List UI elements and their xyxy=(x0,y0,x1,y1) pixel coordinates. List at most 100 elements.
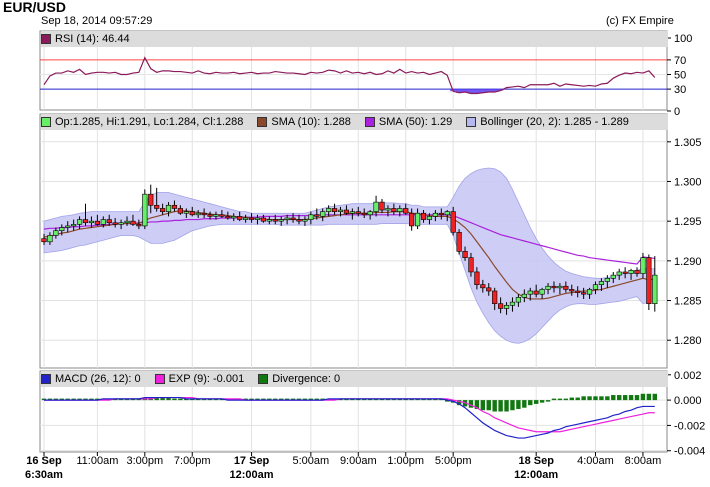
divergence-bar xyxy=(605,396,610,401)
price-panel xyxy=(41,167,658,344)
candle xyxy=(320,208,326,222)
chart-title: EUR/USD xyxy=(3,0,67,15)
candle xyxy=(367,210,373,220)
candle xyxy=(331,203,338,215)
candle-body xyxy=(302,219,308,222)
candle-body xyxy=(414,212,421,227)
candle-body xyxy=(112,222,118,225)
divergence-bar xyxy=(154,397,159,401)
candle-body xyxy=(640,257,646,274)
candle-body xyxy=(71,224,77,227)
candle xyxy=(248,213,255,223)
candle xyxy=(557,283,563,295)
candle-body xyxy=(53,230,59,236)
candle-body xyxy=(592,284,599,290)
candle-body xyxy=(622,271,628,274)
sma50-swatch xyxy=(364,117,375,127)
divergence-swatch xyxy=(258,374,269,384)
x-tick-label: 5:00am xyxy=(292,455,329,467)
candle xyxy=(515,294,521,307)
candle-body xyxy=(296,219,302,222)
candle xyxy=(634,267,640,277)
candle xyxy=(569,284,575,296)
candle xyxy=(71,219,77,231)
x-tick-label: 5:00pm xyxy=(435,455,472,467)
candle xyxy=(82,203,89,226)
divergence-bar xyxy=(581,396,586,401)
candle-body xyxy=(118,222,124,225)
divergence-bar xyxy=(160,397,165,401)
candle-body xyxy=(569,289,575,292)
candle xyxy=(308,211,314,225)
divergence-bar xyxy=(480,400,486,411)
candle xyxy=(610,271,616,284)
divergence-bar xyxy=(492,400,497,412)
candle xyxy=(266,216,272,225)
candle-body xyxy=(575,290,581,293)
candle-body xyxy=(391,208,397,212)
candle-body xyxy=(533,290,539,295)
candle-body xyxy=(468,257,474,273)
divergence-bar xyxy=(622,395,628,401)
divergence-bar xyxy=(528,400,533,406)
candle-body xyxy=(124,220,130,224)
candle-body xyxy=(349,211,355,214)
x-tick-sublabel: 12:00am xyxy=(230,469,274,481)
sma10-legend-label: SMA (10): 1.288 xyxy=(271,116,351,128)
candle-body xyxy=(509,301,516,306)
candle xyxy=(100,216,106,228)
candle xyxy=(278,216,284,226)
candle xyxy=(118,219,124,230)
candle-body xyxy=(142,193,148,227)
bollinger-legend-item: Bollinger (20, 2): 1.285 - 1.289 xyxy=(466,116,629,128)
price-tick-label: 1.285 xyxy=(674,296,702,308)
bollinger-legend-label: Bollinger (20, 2): 1.285 - 1.289 xyxy=(480,116,629,128)
bollinger-swatch xyxy=(466,117,477,127)
x-tick-sublabel: 12:00am xyxy=(514,469,558,481)
candle xyxy=(486,283,492,296)
divergence-bar xyxy=(273,398,278,401)
candle-body xyxy=(272,219,278,222)
candle xyxy=(296,214,302,225)
candle-body xyxy=(379,201,385,211)
candle-body xyxy=(320,211,326,217)
candle xyxy=(130,214,136,226)
candle xyxy=(563,281,569,293)
rsi-tick-label: 0 xyxy=(674,106,680,118)
candle xyxy=(124,216,130,226)
candle-body xyxy=(225,216,231,219)
candle-body xyxy=(527,290,533,295)
candle-body xyxy=(260,217,267,222)
candle xyxy=(142,189,148,230)
candle xyxy=(432,210,438,222)
exp-legend-label: EXP (9): -0.001 xyxy=(168,373,245,385)
candle-body xyxy=(367,211,373,216)
candle-body xyxy=(486,287,492,292)
candle-body xyxy=(652,274,658,305)
divergence-bar xyxy=(59,398,64,401)
candle-body xyxy=(94,220,100,225)
candle-body xyxy=(337,209,344,212)
candle-body xyxy=(59,227,65,231)
candle xyxy=(314,208,320,220)
candle xyxy=(575,286,581,298)
price-frame xyxy=(39,113,668,369)
x-tick-label: 16 Sep xyxy=(26,455,62,467)
divergence-bar xyxy=(279,398,284,401)
candle xyxy=(213,211,219,220)
macd-tick-label: 0.000 xyxy=(674,395,702,407)
divergence-bar xyxy=(504,400,509,412)
candle xyxy=(628,268,634,280)
candle-body xyxy=(65,225,71,228)
candle-body xyxy=(326,208,332,212)
candle xyxy=(254,214,261,225)
candle xyxy=(492,287,498,311)
candle xyxy=(53,227,59,239)
macd-tick-label: -0.004 xyxy=(674,446,705,458)
candle xyxy=(509,297,516,312)
divergence-bar xyxy=(77,398,82,401)
candle-body xyxy=(462,251,468,258)
candle xyxy=(581,287,587,299)
rsi-swatch xyxy=(41,34,51,44)
